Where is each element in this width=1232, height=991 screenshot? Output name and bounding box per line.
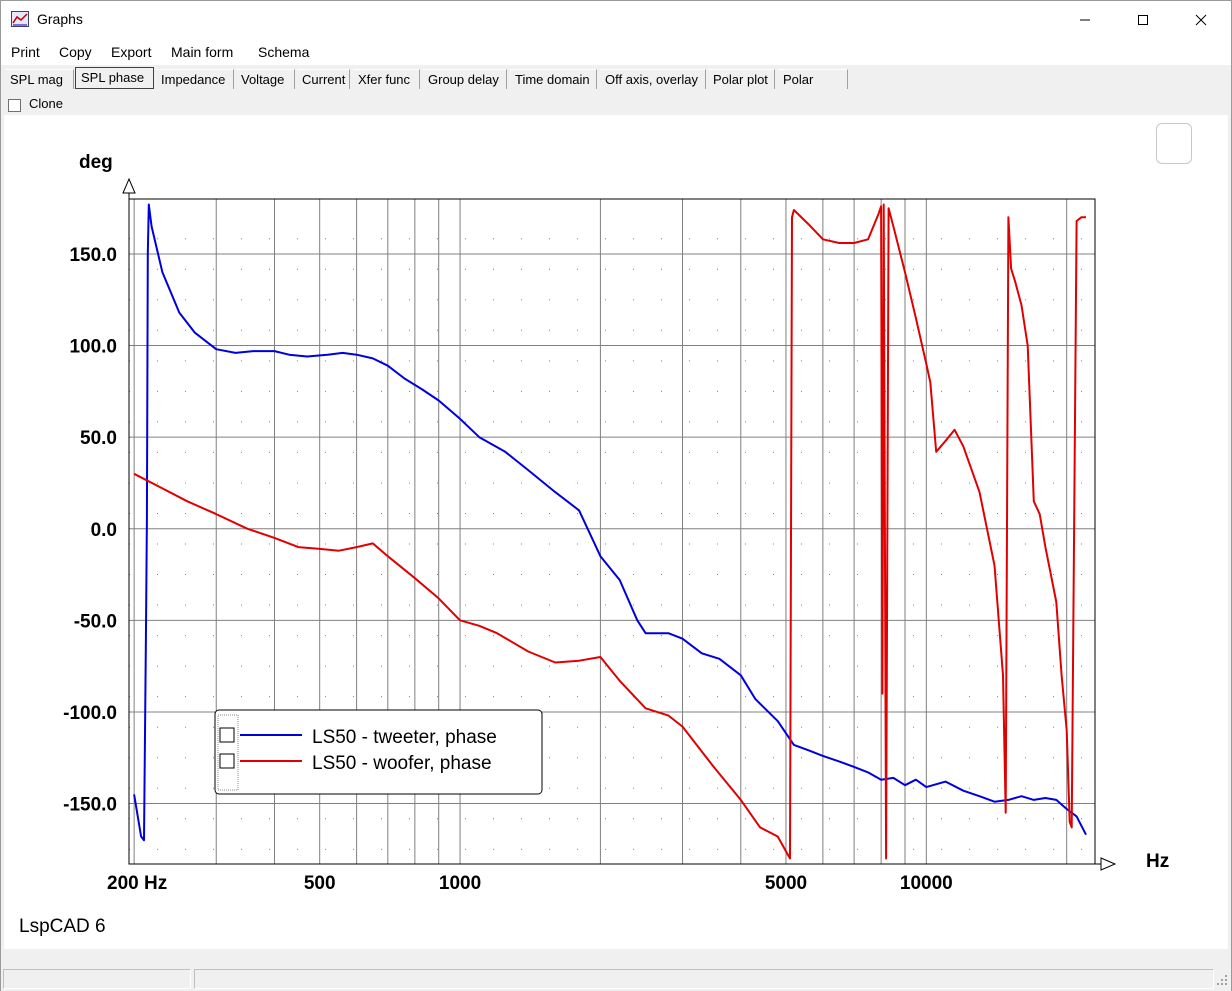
tab-off-axis-overlay[interactable]: Off axis, overlay	[600, 69, 706, 89]
maximize-button[interactable]	[1120, 1, 1166, 39]
tab-xfer-func[interactable]: Xfer func	[353, 69, 420, 89]
woofer-phase-line	[133, 203, 1086, 860]
status-bar	[1, 967, 1231, 991]
close-icon	[1195, 14, 1207, 26]
menu-print[interactable]: Print	[11, 44, 40, 60]
x-axis-label: Hz	[1146, 851, 1169, 872]
x-tick-label: 200 Hz	[107, 873, 167, 894]
legend-box	[214, 709, 543, 795]
phase-chart[interactable]: deg Hz LspCAD 6 150.0 100.0 50.0 0.0 -50.0 -1…	[4, 115, 1228, 949]
y-tick-label: 0.0	[91, 520, 117, 541]
tab-group-delay[interactable]: Group delay	[423, 69, 507, 89]
clone-row: Clone	[1, 93, 1231, 115]
menu-schema[interactable]: Schema	[258, 44, 310, 60]
clone-label: Clone	[29, 96, 63, 111]
tab-time-domain[interactable]: Time domain	[510, 69, 597, 89]
corner-button[interactable]	[1156, 123, 1192, 164]
y-tick-label: 150.0	[69, 245, 117, 266]
y-axis-arrow-icon	[122, 177, 136, 194]
y-tick-label: -100.0	[63, 703, 117, 724]
tab-polar-plot[interactable]: Polar plot	[708, 69, 775, 89]
status-panel-left	[3, 969, 191, 989]
legend-label-tweeter: LS50 - tweeter, phase	[312, 727, 497, 748]
tweeter-phase-line	[133, 203, 1087, 842]
tick-labels: 150.0 100.0 50.0 0.0 -50.0 -100.0 -150.0 200 Hz…	[63, 245, 953, 894]
y-axis-label: deg	[79, 152, 113, 173]
y-tick-label: -150.0	[63, 795, 117, 816]
footer-label: LspCAD 6	[19, 916, 106, 937]
menu-export[interactable]: Export	[111, 44, 152, 60]
close-button[interactable]	[1178, 1, 1224, 39]
tab-spl-mag[interactable]: SPL mag	[5, 69, 74, 89]
status-panel-right	[194, 969, 1214, 989]
graph-area[interactable]: deg Hz LspCAD 6 150.0 100.0 50.0 0.0 -50.0 -1…	[4, 115, 1228, 949]
x-tick-label: 5000	[765, 873, 807, 894]
menu-copy[interactable]: Copy	[59, 44, 92, 60]
tab-current[interactable]: Current	[297, 69, 350, 89]
x-tick-label: 10000	[900, 873, 953, 894]
minimize-button[interactable]	[1062, 1, 1108, 39]
menu-bar: Print Copy Export Main form Schema	[1, 39, 1231, 65]
y-tick-label: 100.0	[69, 337, 117, 358]
series-group	[133, 203, 1087, 860]
legend-toggle-tweeter[interactable]	[219, 727, 235, 743]
axes	[122, 177, 1117, 871]
app-graph-icon	[11, 11, 29, 27]
legend-toggle-woofer[interactable]	[219, 753, 235, 769]
legend-focus-outline	[217, 714, 239, 791]
x-axis-arrow-icon	[1100, 857, 1117, 871]
x-tick-label: 1000	[439, 873, 481, 894]
legend-label-woofer: LS50 - woofer, phase	[312, 753, 492, 774]
window-title: Graphs	[37, 11, 83, 27]
title-bar[interactable]: Graphs	[1, 1, 1231, 39]
plot-frame	[128, 198, 1096, 865]
maximize-icon	[1138, 15, 1148, 25]
menu-main-form[interactable]: Main form	[171, 44, 234, 60]
clone-checkbox[interactable]	[8, 99, 21, 112]
minimize-icon	[1080, 19, 1090, 21]
legend: LS50 - tweeter, phase LS50 - woofer, pha…	[214, 709, 543, 795]
y-tick-label: 50.0	[80, 428, 117, 449]
tab-polar-map[interactable]: Polar map	[778, 69, 848, 107]
x-tick-label: 500	[304, 873, 336, 894]
resize-grip-icon[interactable]	[1215, 973, 1229, 987]
y-tick-label: -50.0	[74, 611, 117, 632]
tab-spl-phase[interactable]: SPL phase	[75, 67, 154, 89]
tab-voltage[interactable]: Voltage	[236, 69, 295, 89]
tab-impedance[interactable]: Impedance	[156, 69, 234, 89]
tab-bar: SPL mag SPL phase Impedance Voltage Curr…	[1, 65, 1231, 107]
